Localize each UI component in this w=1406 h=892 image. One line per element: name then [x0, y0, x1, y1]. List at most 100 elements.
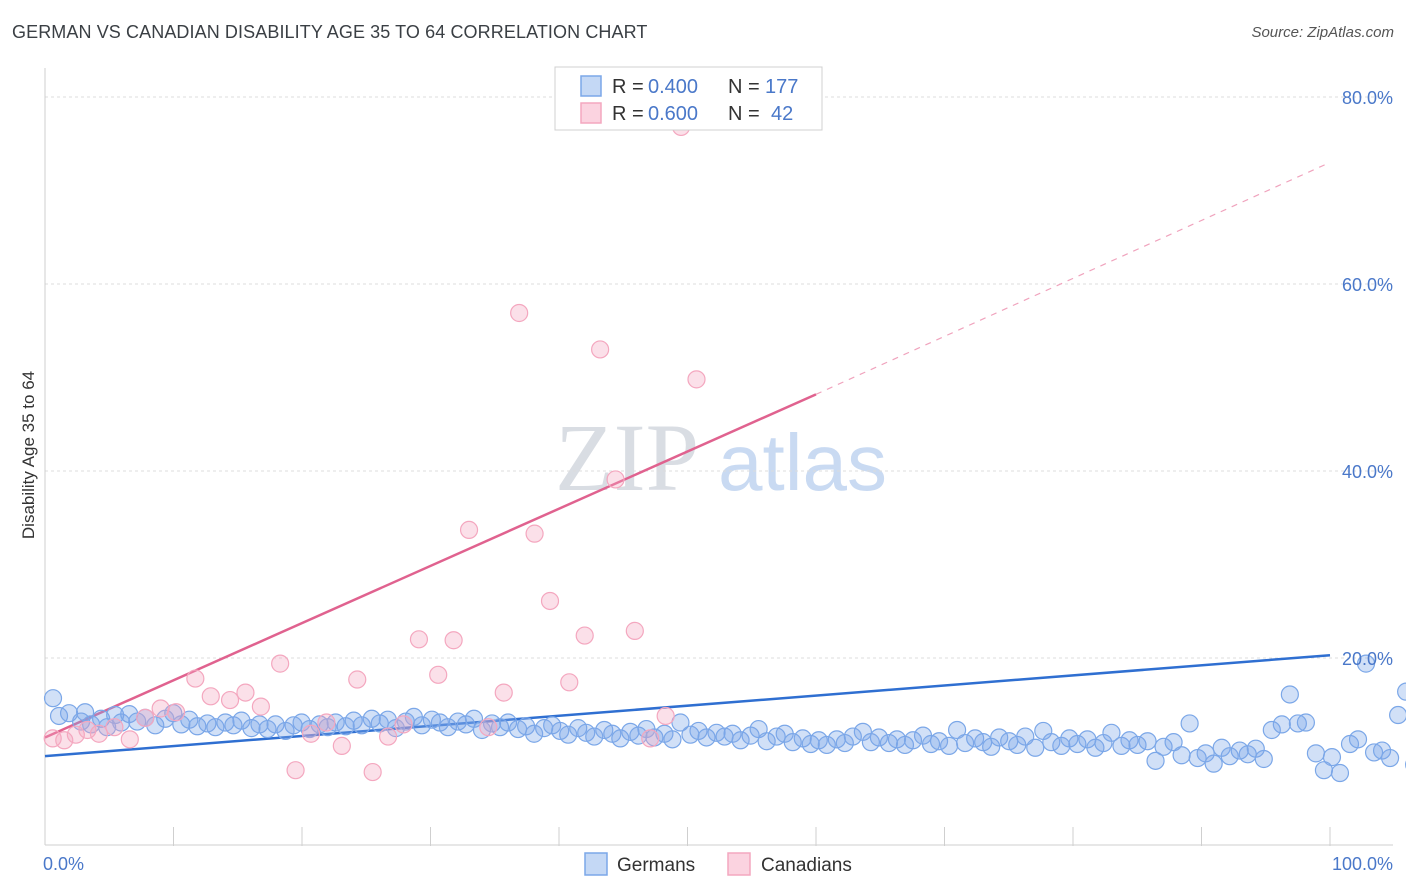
canadian-point-3 [78, 720, 97, 740]
german-point-148 [1306, 744, 1326, 763]
legend-r-label-germans: R = [612, 76, 644, 98]
german-point-127 [1128, 735, 1147, 755]
german-point-104 [929, 732, 949, 751]
german-point-159 [1397, 682, 1406, 701]
german-point-13 [146, 716, 165, 735]
canadian-point-30 [510, 303, 529, 323]
german-point-150 [1322, 748, 1342, 767]
german-point-101 [903, 731, 923, 750]
canadian-point-36 [606, 470, 625, 489]
german-point-128 [1138, 732, 1157, 751]
german-point-47 [438, 718, 458, 737]
legend-r-value-germans: 0.400 [648, 76, 698, 98]
canadian-point-22 [378, 727, 398, 746]
german-point-147 [1296, 713, 1315, 732]
canadian-point-31 [525, 524, 544, 543]
german-point-158 [1389, 705, 1406, 725]
german-point-57 [525, 724, 544, 743]
canadian-point-33 [560, 673, 579, 692]
german-point-44 [412, 716, 431, 735]
x-tick-label-max: 100.0% [1332, 854, 1393, 874]
series-swatch-canadians [727, 852, 751, 876]
y-tick-label-60: 60.0% [1342, 275, 1393, 295]
watermark-zip: ZIP [555, 404, 699, 511]
canadian-point-9 [166, 703, 186, 722]
canadian-point-18 [317, 713, 336, 732]
german-point-111 [990, 728, 1009, 747]
legend-r-label-canadians: R = [612, 103, 644, 125]
y-axis-label: Disability Age 35 to 64 [19, 371, 38, 539]
german-point-106 [947, 720, 967, 740]
german-point-120 [1068, 734, 1087, 754]
canadian-point-12 [220, 690, 240, 710]
canadian-point-1 [55, 731, 74, 750]
german-point-124 [1102, 723, 1121, 742]
canadian-point-14 [251, 697, 270, 716]
canadian-point-38 [641, 729, 660, 748]
y-tick-labels: 20.0% 40.0% 60.0% 80.0% [1342, 88, 1393, 669]
german-point-142 [1254, 749, 1273, 769]
canadian-point-24 [409, 630, 429, 649]
german-point-117 [1042, 733, 1061, 752]
y-tick-label-40: 40.0% [1342, 462, 1393, 482]
german-point-107 [956, 733, 975, 753]
german-point-97 [869, 728, 889, 747]
german-point-87 [783, 733, 802, 752]
chart-source: Source: ZipAtlas.com [1251, 24, 1394, 41]
canadian-point-16 [286, 761, 305, 780]
german-point-27 [266, 715, 285, 734]
x-tick-labels: 0.0% 100.0% [43, 854, 1393, 874]
german-point-23 [232, 711, 251, 730]
legend-swatch-canadians [580, 102, 602, 124]
german-point-64 [585, 727, 604, 746]
german-point-94 [843, 727, 862, 746]
german-point-34 [326, 713, 345, 732]
german-point-131 [1164, 733, 1183, 752]
y-tick-label-20: 20.0% [1342, 649, 1393, 669]
chart-title: GERMAN VS CANADIAN DISABILITY AGE 35 TO … [12, 22, 648, 42]
canadian-point-37 [625, 621, 644, 640]
canadian-point-32 [540, 591, 560, 611]
canadian-point-27 [459, 520, 479, 540]
german-point-157 [1380, 748, 1400, 768]
legend-n-label-germans: N = [728, 76, 760, 98]
canadian-point-11 [201, 687, 220, 706]
canadian-point-10 [186, 669, 205, 688]
german-point-77 [697, 728, 716, 747]
german-point-136 [1204, 754, 1223, 773]
german-point-37 [352, 716, 371, 735]
german-point-129 [1146, 751, 1165, 770]
german-point-154 [1356, 654, 1376, 673]
german-point-132 [1172, 746, 1191, 765]
series-label-germans: Germans [617, 855, 695, 876]
german-point-81 [731, 731, 750, 750]
canadian-point-8 [151, 699, 170, 718]
canadian-point-25 [429, 665, 448, 684]
canadian-point-21 [363, 762, 382, 782]
germans-trend-line [44, 653, 1331, 758]
legend-swatch-germans [580, 75, 602, 97]
canadians-trend-extension [815, 161, 1331, 395]
german-point-73 [663, 730, 682, 749]
canadian-point-23 [394, 715, 413, 734]
german-point-143 [1262, 720, 1281, 740]
x-tick-label-min: 0.0% [43, 854, 84, 874]
canadian-point-0 [43, 729, 62, 748]
canadian-point-15 [271, 654, 290, 673]
legend-n-label-canadians: N = [728, 103, 760, 125]
german-point-138 [1220, 747, 1239, 766]
german-point-130 [1154, 737, 1173, 756]
canadian-point-2 [66, 725, 85, 744]
legend-n-value-germans: 177 [765, 76, 798, 98]
series-swatch-germans [584, 852, 608, 876]
data-points [43, 117, 1406, 783]
german-point-84 [757, 732, 776, 751]
german-point-67 [611, 729, 630, 748]
legend-r-value-canadians: 0.600 [648, 103, 698, 125]
legend: R = 0.400 N = 177 R = 0.600 N = 42 [554, 66, 823, 131]
canadian-point-4 [89, 724, 109, 743]
german-point-0 [43, 689, 63, 708]
german-point-61 [559, 725, 578, 744]
canadian-point-41 [687, 370, 706, 389]
